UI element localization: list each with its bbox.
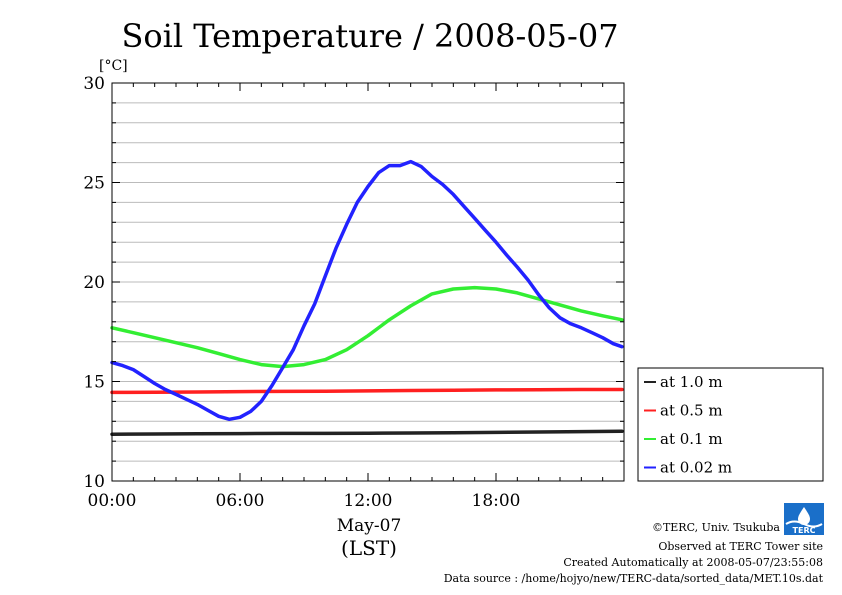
x-tick-labels: 00:00 06:00 12:00 18:00 xyxy=(88,491,521,511)
series-line xyxy=(110,429,624,436)
logo-drop-icon xyxy=(798,507,810,525)
legend-box xyxy=(637,367,824,482)
series-line xyxy=(110,387,624,395)
observed-text: Observed at TERC Tower site xyxy=(658,540,823,553)
series-line xyxy=(110,159,624,422)
created-text: Created Automatically at 2008-05-07/23:5… xyxy=(563,556,823,569)
legend-label: at 0.5 m xyxy=(660,402,723,420)
logo-wave-icon xyxy=(785,520,823,528)
series-lines xyxy=(110,159,624,436)
chart-title: Soil Temperature / 2008-05-07 xyxy=(121,17,618,55)
gridlines xyxy=(112,102,624,462)
y-tick-label: 25 xyxy=(83,174,105,194)
series-line xyxy=(110,285,624,369)
legend-label: at 0.02 m xyxy=(660,459,732,477)
y-tick-label: 15 xyxy=(83,373,105,393)
x-tick-label: 12:00 xyxy=(344,491,393,511)
x-tick-label: 18:00 xyxy=(472,491,521,511)
legend-label: at 0.1 m xyxy=(660,430,723,448)
y-tick-labels: 10 15 20 25 30 xyxy=(83,74,105,492)
x-tick-label: 06:00 xyxy=(216,491,265,511)
y-tick-label: 20 xyxy=(83,273,105,293)
x-axis-date-label: May-07 xyxy=(337,516,402,536)
logo-text: TERC xyxy=(793,526,816,535)
terc-logo: TERC xyxy=(784,503,824,535)
y-tick-label: 10 xyxy=(83,472,105,492)
y-unit-label: [°C] xyxy=(99,58,128,74)
x-tick-label: 00:00 xyxy=(88,491,137,511)
y-tick-label: 30 xyxy=(83,74,105,94)
copyright-text: ©TERC, Univ. Tsukuba xyxy=(652,521,780,534)
legend: at 1.0 m at 0.5 m at 0.1 m at 0.02 m xyxy=(644,373,732,477)
x-axis-timezone-label: (LST) xyxy=(341,536,397,560)
data-source-text: Data source : /home/hojyo/new/TERC-data/… xyxy=(444,572,824,585)
axis-ticks xyxy=(111,82,625,482)
legend-label: at 1.0 m xyxy=(660,373,723,391)
